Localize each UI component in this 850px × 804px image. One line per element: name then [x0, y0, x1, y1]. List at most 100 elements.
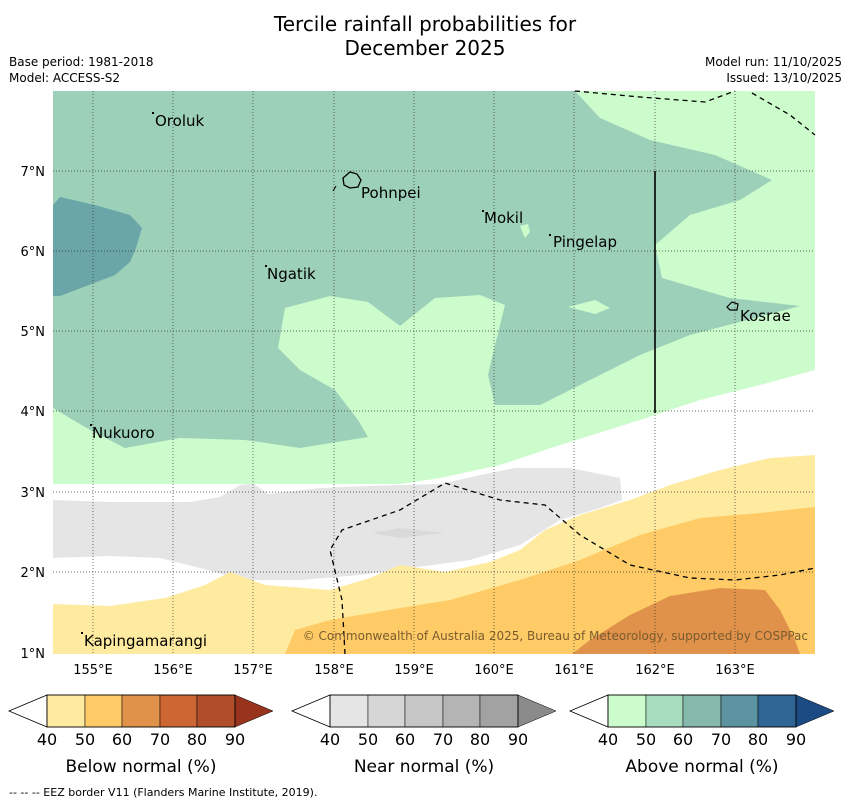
below-frame: [46, 694, 236, 728]
near-tick-90: 90: [508, 730, 528, 749]
lon-label-161e: 161°E: [554, 663, 594, 678]
lon-label-160e: 160°E: [474, 663, 514, 678]
near-swatch-40: [329, 694, 369, 728]
near-title: Near normal (%): [354, 757, 494, 777]
place-nukuoro: Nukuoro: [92, 424, 155, 442]
near-swatch-70: [442, 694, 481, 728]
lon-label-158e: 158°E: [314, 663, 354, 678]
copyright-notice: © Commonwealth of Australia 2025, Bureau…: [303, 629, 808, 643]
colorbar-above: 40 50 60 70 80 90 Above normal (%): [568, 694, 835, 777]
kapingamarangi-mark: [81, 632, 83, 634]
below-tick-40: 40: [37, 730, 57, 749]
above-tick-80: 80: [748, 730, 768, 749]
place-mokil: Mokil: [484, 209, 523, 227]
lat-label-7n: 7°N: [21, 165, 46, 180]
near-40-streak: [372, 528, 445, 538]
place-pingelap: Pingelap: [553, 233, 617, 251]
probability-shading: [53, 91, 815, 654]
mokil-mark: [482, 210, 484, 212]
near-tick-70: 70: [433, 730, 453, 749]
eez-border-northeast: [751, 92, 816, 136]
graticule: [53, 91, 815, 654]
kosrae-island: [726, 301, 739, 311]
above-swatch-70: [720, 694, 759, 728]
meta-left: Base period: 1981-2018 Model: ACCESS-S2: [9, 54, 154, 86]
above-extend-high: [795, 694, 835, 728]
near-40-region: [53, 468, 622, 580]
place-pohnpei: Pohnpei: [361, 184, 421, 202]
lat-label-2n: 2°N: [21, 566, 46, 581]
place-kosrae: Kosrae: [740, 307, 791, 325]
below-swatch-50: [84, 694, 123, 728]
lon-label-155e: 155°E: [73, 663, 113, 678]
colorbar-below: 40 50 60 70 80 90 Below normal (%): [7, 694, 274, 777]
below-60-region: [572, 588, 800, 654]
eez-footnote: -- -- -- EEZ border V11 (Flanders Marine…: [9, 786, 318, 799]
lon-label-157e: 157°E: [233, 663, 273, 678]
near-tick-60: 60: [395, 730, 415, 749]
below-swatch-40: [46, 694, 86, 728]
oroluk-mark: [152, 112, 154, 114]
near-tick-80: 80: [470, 730, 490, 749]
near-ticks: 40 50 60 70 80 90: [320, 730, 528, 749]
above-50-patch: [568, 300, 610, 314]
below-tick-90: 90: [225, 730, 245, 749]
near-tick-40: 40: [320, 730, 340, 749]
above-70-region: [53, 197, 142, 296]
lon-labels: 155°E 156°E 157°E 158°E 159°E 160°E 161°…: [73, 663, 755, 678]
place-oroluk: Oroluk: [155, 112, 204, 130]
near-extend-low: [290, 694, 331, 728]
lon-label-163e: 163°E: [715, 663, 755, 678]
above-extend-low: [568, 694, 609, 728]
above-frame: [607, 694, 797, 728]
near-tick-50: 50: [358, 730, 378, 749]
colorbar-near: 40 50 60 70 80 90 Near normal (%): [290, 694, 557, 777]
above-swatch-40: [607, 694, 647, 728]
below-tick-80: 80: [187, 730, 207, 749]
lat-label-1n: 1°N: [21, 647, 46, 662]
lat-label-3n: 3°N: [21, 486, 46, 501]
below-tick-60: 60: [112, 730, 132, 749]
model-name: Model: ACCESS-S2: [9, 71, 121, 85]
below-tick-50: 50: [75, 730, 95, 749]
below-extend-high: [234, 694, 274, 728]
near-swatch-60: [404, 694, 444, 728]
below-tick-70: 70: [150, 730, 170, 749]
title-line-1: Tercile rainfall probabilities for: [273, 12, 577, 36]
ngatik-mark: [265, 265, 267, 267]
map-title: Tercile rainfall probabilities for Decem…: [0, 12, 850, 60]
place-kapingamarangi: Kapingamarangi: [84, 632, 207, 650]
nukuoro-mark: [90, 424, 92, 426]
above-tick-40: 40: [598, 730, 618, 749]
below-extend-low: [7, 694, 48, 728]
base-period: Base period: 1981-2018: [9, 55, 154, 69]
above-swatch-60: [682, 694, 722, 728]
meta-right: Model run: 11/10/2025 Issued: 13/10/2025: [705, 54, 842, 86]
below-ticks: 40 50 60 70 80 90: [37, 730, 245, 749]
lat-labels: 7°N 6°N 5°N 4°N 3°N 2°N 1°N: [21, 165, 46, 662]
above-swatch-80: [757, 694, 797, 728]
lon-label-156e: 156°E: [153, 663, 193, 678]
above-tick-60: 60: [673, 730, 693, 749]
lat-label-4n: 4°N: [21, 405, 46, 420]
pingelap-mark: [549, 234, 551, 236]
lon-label-162e: 162°E: [635, 663, 675, 678]
lat-label-6n: 6°N: [21, 245, 46, 260]
title-line-2: December 2025: [344, 36, 506, 60]
below-title: Below normal (%): [66, 757, 217, 777]
pohnpei-island: [342, 171, 362, 189]
above-tick-50: 50: [636, 730, 656, 749]
near-swatch-80: [479, 694, 519, 728]
lat-label-5n: 5°N: [21, 325, 46, 340]
eez-border-north: [574, 90, 736, 103]
near-frame: [329, 694, 519, 728]
above-tick-90: 90: [786, 730, 806, 749]
issued-date: Issued: 13/10/2025: [726, 71, 842, 85]
eez-borders: [329, 90, 816, 655]
below-swatch-70: [159, 694, 198, 728]
lon-label-159e: 159°E: [394, 663, 434, 678]
above-tick-70: 70: [711, 730, 731, 749]
below-swatch-60: [121, 694, 161, 728]
above-swatch-50: [645, 694, 684, 728]
